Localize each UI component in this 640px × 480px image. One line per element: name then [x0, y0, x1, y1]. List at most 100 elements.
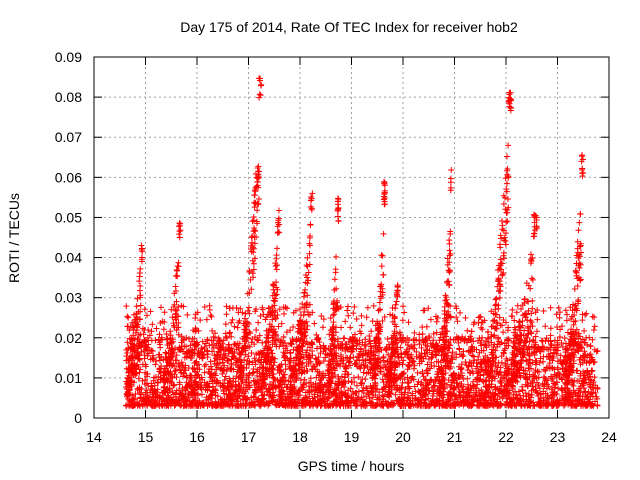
data-point [331, 276, 338, 283]
data-point [227, 402, 234, 409]
data-point [158, 304, 165, 311]
data-point [267, 389, 274, 396]
data-point [180, 373, 187, 380]
data-point [433, 400, 440, 407]
data-point [492, 325, 499, 332]
data-point [201, 304, 208, 311]
data-point [404, 393, 411, 400]
data-point [507, 107, 514, 114]
data-point [401, 309, 408, 316]
data-point [333, 253, 340, 260]
data-point [231, 323, 238, 330]
data-point [236, 369, 243, 376]
data-point [275, 215, 282, 222]
data-point [156, 331, 163, 338]
data-point [470, 353, 477, 360]
data-point [379, 402, 386, 409]
data-point [254, 207, 261, 214]
data-point [406, 361, 413, 368]
data-point [548, 341, 555, 348]
data-point [455, 392, 462, 399]
data-point [551, 337, 558, 344]
data-point [128, 378, 135, 385]
data-point [459, 333, 466, 340]
data-point [408, 351, 415, 358]
data-point [415, 378, 422, 385]
data-point [135, 343, 142, 350]
data-point [473, 365, 480, 372]
data-point [369, 318, 376, 325]
data-point [491, 384, 498, 391]
data-point [578, 380, 585, 387]
data-point [530, 386, 537, 393]
data-point [501, 194, 508, 201]
data-point [299, 300, 306, 307]
data-point [405, 385, 412, 392]
data-point [439, 397, 446, 404]
data-point [238, 364, 245, 371]
data-point [502, 206, 509, 213]
data-point [338, 381, 345, 388]
data-point [293, 355, 300, 362]
data-point [142, 369, 149, 376]
data-point [391, 367, 398, 374]
data-point [304, 280, 311, 287]
data-point [299, 343, 306, 350]
data-point [281, 371, 288, 378]
data-point [448, 166, 455, 173]
data-point [183, 343, 190, 350]
data-point [549, 355, 556, 362]
data-point [337, 344, 344, 351]
data-point [417, 354, 424, 361]
data-point [496, 294, 503, 301]
data-point [589, 336, 596, 343]
data-point [392, 359, 399, 366]
data-point [269, 398, 276, 405]
data-point [229, 316, 236, 323]
data-point [445, 377, 452, 384]
data-point [134, 324, 141, 331]
data-point [359, 356, 366, 363]
data-point [243, 334, 250, 341]
data-point [251, 192, 258, 199]
data-point [484, 328, 491, 335]
data-point [341, 374, 348, 381]
data-point [318, 402, 325, 409]
data-point [332, 269, 339, 276]
data-point [283, 329, 290, 336]
data-point [331, 286, 338, 293]
data-point [312, 398, 319, 405]
data-point [460, 402, 467, 409]
data-point [136, 278, 143, 285]
data-point [167, 328, 174, 335]
data-point [536, 368, 543, 375]
data-point [528, 275, 535, 282]
data-point [186, 335, 193, 342]
data-point [344, 307, 351, 314]
data-point [325, 402, 332, 409]
data-point [370, 391, 377, 398]
data-point [139, 325, 146, 332]
data-point [454, 383, 461, 390]
data-point [539, 380, 546, 387]
data-point [267, 356, 274, 363]
data-point [580, 375, 587, 382]
data-point [420, 391, 427, 398]
data-point [164, 385, 171, 392]
data-point [249, 218, 256, 225]
data-point [156, 357, 163, 364]
data-point [250, 213, 257, 220]
data-point [256, 168, 263, 175]
data-point [586, 371, 593, 378]
data-point [504, 336, 511, 343]
data-point [496, 386, 503, 393]
data-point [290, 362, 297, 369]
data-point [548, 395, 555, 402]
data-point [478, 364, 485, 371]
data-point [251, 240, 258, 247]
data-point [124, 339, 131, 346]
data-point [582, 351, 589, 358]
data-point [246, 290, 253, 297]
data-point [476, 349, 483, 356]
data-point [465, 348, 472, 355]
